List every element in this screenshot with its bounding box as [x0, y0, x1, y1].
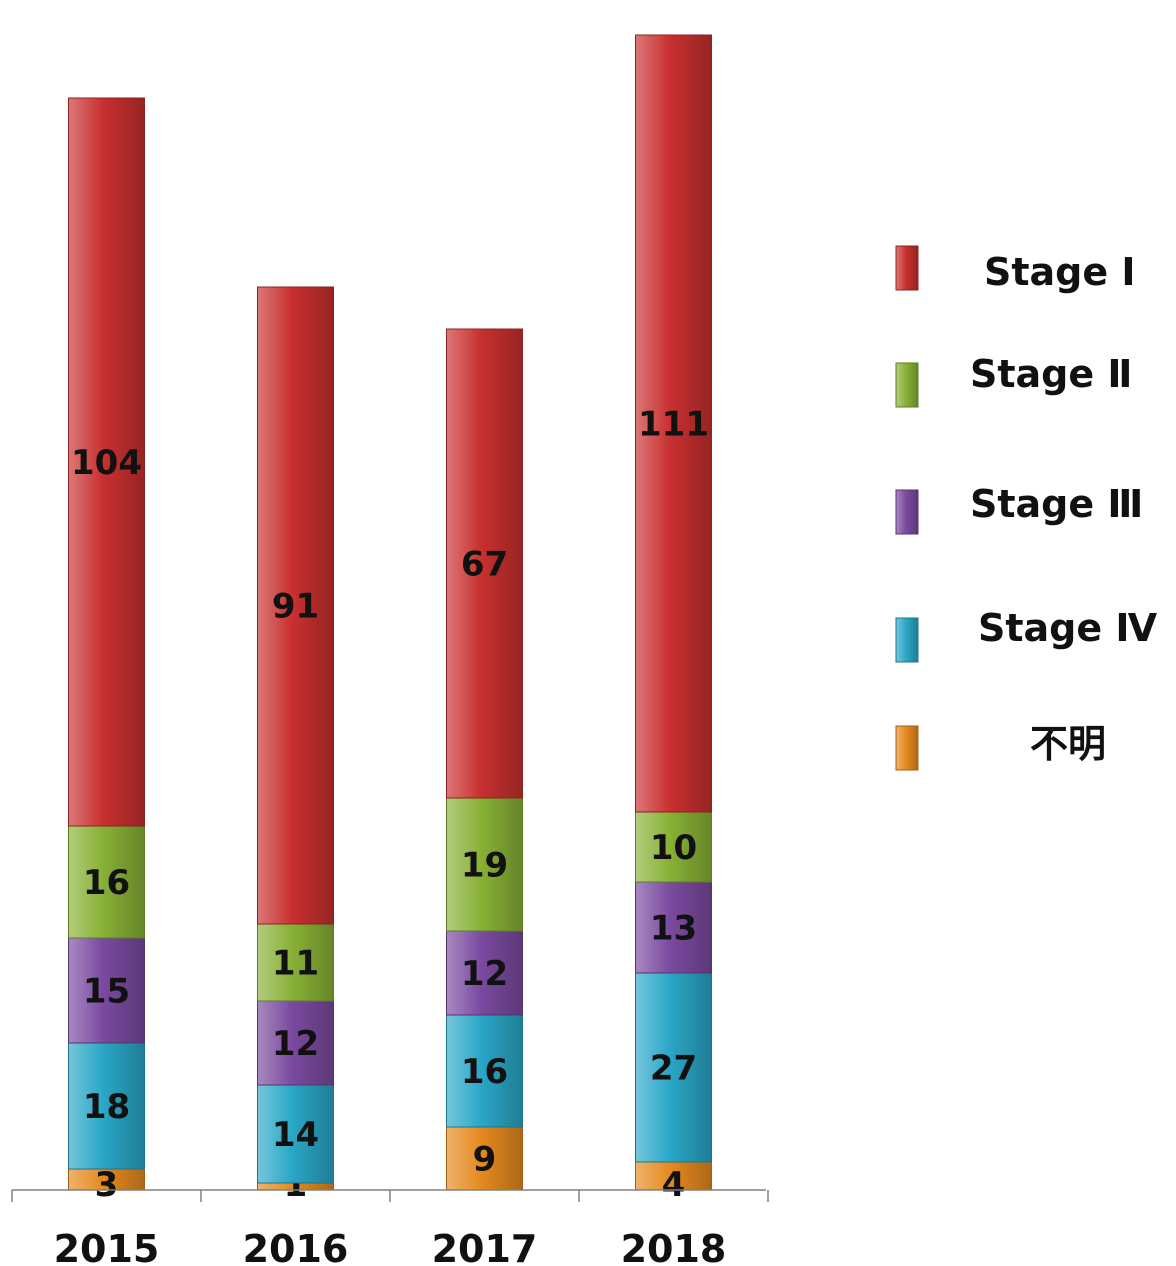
x-tick-label: 2016: [243, 1227, 349, 1266]
bar-segment-2017-Stage-Ⅲ: [446, 930, 523, 1016]
legend-label: 不明: [1030, 722, 1106, 766]
data-label: 19: [461, 846, 508, 886]
bar-segment-2015-Stage-Ⅱ: [68, 825, 145, 939]
data-label: 104: [71, 443, 142, 483]
bar-segment-2016-Stage-Ⅲ: [257, 1000, 334, 1086]
data-label: 18: [83, 1087, 130, 1127]
data-label: 91: [272, 587, 319, 627]
bar-segment-2017-Stage-Ⅰ: [446, 328, 523, 799]
data-label: 16: [83, 863, 130, 903]
data-label: 12: [272, 1024, 319, 1064]
legend-swatch: [895, 362, 919, 408]
data-label: 15: [83, 972, 130, 1012]
data-label: 27: [650, 1049, 697, 1089]
legend-label: Stage Ⅲ: [970, 482, 1143, 526]
x-tick-label: 2018: [621, 1227, 727, 1266]
data-label: 10: [650, 828, 697, 868]
bar-segment-2016-Stage-Ⅱ: [257, 923, 334, 1002]
bar-segment-2017-Stage-Ⅳ: [446, 1014, 523, 1128]
x-tick-label: 2015: [54, 1227, 160, 1266]
legend-swatch: [895, 245, 919, 291]
data-label: 13: [650, 909, 697, 949]
bar-segment-2018-Stage-Ⅳ: [635, 972, 712, 1163]
data-label: 4: [662, 1165, 686, 1205]
legend-label: Stage Ⅱ: [970, 352, 1132, 396]
bar-segment-2018-Stage-Ⅱ: [635, 811, 712, 883]
data-label: 67: [461, 545, 508, 585]
legend-swatch: [895, 489, 919, 535]
bar-segment-2016-Stage-Ⅰ: [257, 286, 334, 925]
legend: Stage Ⅰ Stage Ⅱ Stage Ⅲ Stage Ⅳ 不明: [895, 245, 1157, 771]
data-label: 16: [461, 1052, 508, 1092]
data-label: 12: [461, 954, 508, 994]
legend-label: Stage Ⅳ: [978, 606, 1157, 650]
data-label: 11: [272, 944, 319, 984]
bar-segment-2018-Stage-Ⅲ: [635, 881, 712, 974]
data-label: 3: [95, 1165, 119, 1205]
x-axis: 2015 2016 2017 2018: [11, 1189, 769, 1266]
bar-segment-2017-Stage-Ⅱ: [446, 797, 523, 932]
bar-segment-2015-Stage-Ⅰ: [68, 97, 145, 827]
bar-segment-2015-Stage-Ⅳ: [68, 1042, 145, 1170]
data-label: 9: [473, 1140, 497, 1180]
bar-segment-2016-Stage-Ⅳ: [257, 1084, 334, 1184]
data-label: 14: [272, 1115, 319, 1155]
data-label: 111: [638, 405, 709, 445]
legend-swatch: [895, 617, 919, 663]
legend-swatch: [895, 725, 919, 771]
x-tick-label: 2017: [432, 1227, 538, 1266]
bar-segment-2018-Stage-Ⅰ: [635, 34, 712, 813]
bar-segment-2018-不明: [635, 1161, 712, 1191]
legend-label: Stage Ⅰ: [984, 250, 1136, 294]
